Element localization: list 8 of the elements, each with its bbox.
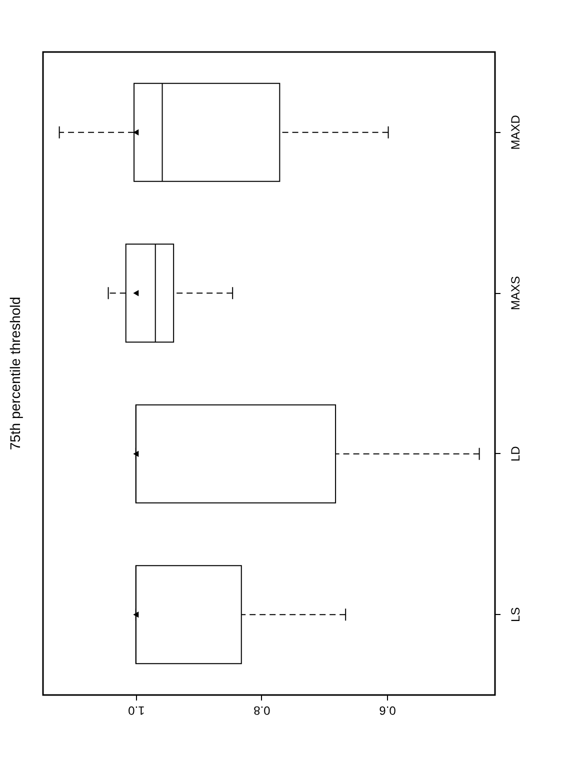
x-tick-label: 1.0 xyxy=(128,704,145,718)
y-tick-label: MAXD xyxy=(508,114,522,150)
y-tick-label: LD xyxy=(508,446,522,462)
x-tick-label: 0.6 xyxy=(378,704,396,718)
y-axis-title: 75th percentile threshold xyxy=(7,296,23,450)
y-tick-label: LS xyxy=(508,607,522,622)
y-tick-label: MAXS xyxy=(508,276,522,310)
x-tick-label: 0.8 xyxy=(253,704,270,718)
